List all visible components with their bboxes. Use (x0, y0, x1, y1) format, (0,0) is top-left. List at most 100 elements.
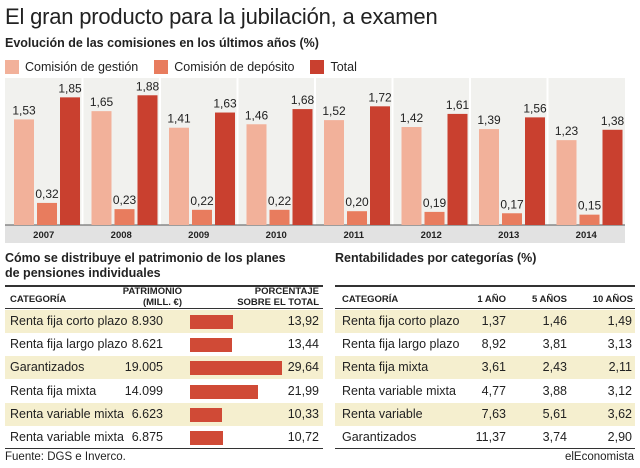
table-row: Renta fija mixta 3,61 2,43 2,11 (335, 356, 635, 380)
row-10-anos: 3,13 (607, 337, 632, 352)
patrimonio-top-rule (5, 285, 323, 287)
row-porcentaje: 21,99 (287, 383, 319, 398)
patrimonio-table-title: Cómo se distribuye el patrimonio de los … (5, 251, 325, 281)
row-1-ano: 11,37 (475, 430, 506, 444)
bar-gestion-2008 (91, 111, 112, 225)
bar-value-label: 1,63 (213, 97, 237, 111)
bar-gestion-2012 (401, 127, 422, 225)
bar-deposito-2014 (579, 214, 600, 225)
bar-value-label: 0,22 (190, 194, 214, 208)
chart-legend: Comisión de gestión Comisión de depósito… (5, 59, 373, 75)
row-categoria: Garantizados (10, 360, 85, 375)
row-patrimonio: 19.005 (124, 360, 163, 375)
table-row: Renta variable mixta 6.623 10,33 (5, 402, 323, 426)
bar-value-label: 1,68 (291, 93, 315, 107)
bar-value-label: 0,23 (113, 193, 137, 207)
x-tick-label-2009: 2009 (188, 230, 209, 241)
row-patrimonio: 6.623 (131, 406, 163, 421)
bar-value-label: 1,72 (368, 90, 392, 104)
table-row: Renta variable mixta 4,77 3,88 3,12 (335, 380, 635, 403)
row-categoria: Renta fija mixta (342, 360, 429, 375)
row-10-anos: 2,90 (607, 430, 632, 444)
table-row: Renta variable 7,63 5,61 3,62 (335, 402, 635, 426)
table-row: Renta variable mixta 6.875 10,72 (5, 426, 323, 449)
legend-swatch-deposito (154, 60, 169, 74)
row-5-anos: 3,88 (542, 383, 567, 398)
source-note: Fuente: DGS e Inverco. (5, 451, 126, 463)
bar-value-label: 1,85 (58, 81, 82, 95)
row-patrimonio: 14.099 (124, 383, 163, 398)
bar-deposito-2013 (502, 213, 522, 225)
rentabilidad-header-categoria: CATEGORÍA (342, 294, 399, 305)
row-5-anos: 5,61 (542, 406, 567, 421)
patrimonio-header-porcentaje: PORCENTAJE SOBRE EL TOTAL (180, 286, 319, 308)
row-10-anos: 3,12 (607, 383, 632, 398)
table-row: Garantizados 11,37 3,74 2,90 (335, 426, 635, 449)
row-categoria: Renta variable mixta (10, 430, 124, 444)
row-porcentaje: 10,33 (287, 406, 319, 421)
bar-value-label: 0,19 (423, 196, 447, 210)
patrimonio-header-patrimonio-2: (MILL. €) (142, 297, 182, 308)
row-categoria: Renta variable (342, 406, 423, 421)
brand-logo: elEconomista (564, 451, 634, 463)
bar-value-label: 1,38 (601, 114, 625, 128)
row-categoria: Renta variable mixta (342, 383, 456, 398)
bar-value-label: 0,22 (268, 194, 292, 208)
bar-deposito-2012 (424, 211, 445, 225)
chart-subtitle: Evolución de las comisiones en los últim… (5, 36, 319, 50)
x-tick-label-2011: 2011 (343, 230, 364, 241)
rentabilidad-header-5-anos: 5 AÑOS (531, 294, 567, 305)
row-5-anos: 3,74 (542, 430, 567, 444)
patrimonio-header-patrimonio: PATRIMONIO (MILL. €) (105, 286, 182, 308)
legend-item-deposito: Comisión de depósito (154, 60, 294, 74)
row-10-anos: 2,11 (608, 360, 632, 375)
bar-value-label: 1,41 (167, 112, 191, 126)
bar-deposito-2011 (347, 211, 367, 225)
commission-bar-chart: 1,53 0,32 1,85 2007 1,65 0,23 1,88 2008 1,41 0,22… (5, 78, 625, 243)
bar-value-label: 1,88 (136, 79, 160, 93)
bar-value-label: 1,39 (477, 113, 501, 127)
row-1-ano: 8,92 (481, 337, 506, 352)
row-patrimonio: 6.875 (131, 430, 163, 444)
page-title: El gran producto para la jubilación, a e… (5, 4, 438, 29)
row-categoria: Garantizados (342, 430, 417, 444)
bar-value-label: 1,56 (523, 101, 547, 115)
table-row: Renta fija largo plazo 8.621 13,44 (5, 333, 323, 356)
bar-total-2007 (60, 97, 80, 225)
x-tick-label-2013: 2013 (498, 230, 519, 241)
percentage-bar (190, 384, 259, 399)
row-categoria: Renta fija largo plazo (10, 337, 128, 352)
legend-swatch-gestion (5, 60, 19, 74)
bar-total-2008 (137, 95, 158, 225)
row-categoria: Renta fija corto plazo (10, 314, 128, 328)
legend-item-gestion: Comisión de gestión (5, 60, 138, 74)
bar-gestion-2007 (14, 119, 34, 225)
bar-total-2013 (525, 117, 545, 225)
row-categoria: Renta variable mixta (10, 406, 124, 421)
legend-swatch-total (310, 60, 325, 74)
bar-value-label: 0,20 (345, 195, 369, 209)
bar-total-2014 (602, 129, 623, 225)
bar-gestion-2011 (324, 120, 344, 225)
row-5-anos: 3,81 (542, 337, 567, 352)
table-row: Renta fija corto plazo 8.930 13,92 (5, 310, 323, 333)
bar-value-label: 1,53 (12, 103, 36, 117)
patrimonio-header-porcentaje-2: SOBRE EL TOTAL (237, 297, 319, 308)
rentabilidad-header-10-anos: 10 AÑOS (592, 294, 633, 305)
bar-value-label: 1,65 (90, 95, 114, 109)
legend-item-total: Total (310, 60, 357, 74)
bar-gestion-2010 (246, 124, 267, 225)
row-1-ano: 3,61 (481, 360, 506, 375)
rentabilidad-table-title: Rentabilidades por categorías (%) (335, 251, 537, 265)
legend-label-deposito: Comisión de depósito (174, 60, 295, 74)
row-porcentaje: 13,92 (287, 314, 319, 328)
bar-value-label: 1,23 (555, 124, 579, 138)
rentabilidad-bottom-rule (335, 448, 635, 449)
row-5-anos: 2,43 (542, 360, 567, 375)
patrimonio-header-porcentaje-1: PORCENTAJE (254, 286, 319, 297)
legend-label-gestion: Comisión de gestión (25, 60, 139, 74)
rentabilidad-top-rule (335, 285, 635, 287)
percentage-bar (190, 407, 223, 422)
row-1-ano: 4,77 (481, 383, 506, 398)
rentabilidad-header-1-ano: 1 AÑO (477, 294, 506, 305)
